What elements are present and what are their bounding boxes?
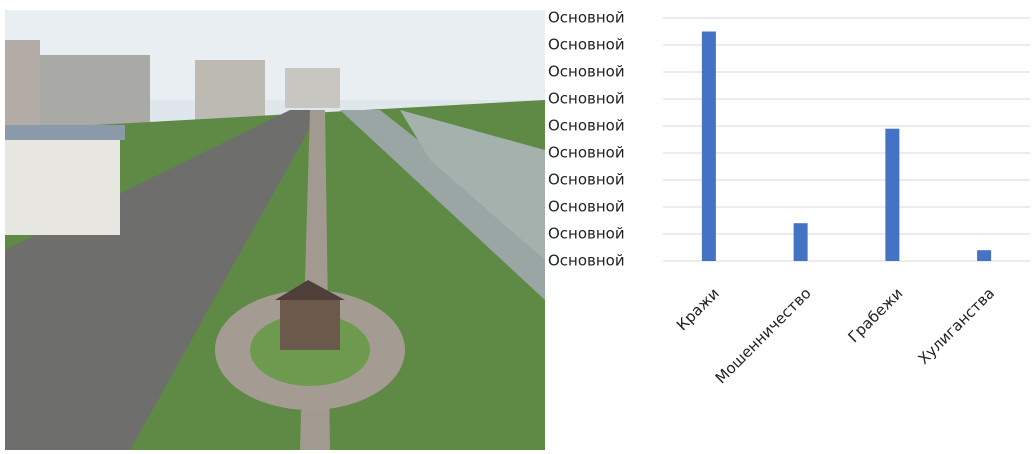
bar [977,250,991,261]
x-tick-label: Грабежи [844,284,906,346]
y-tick-label: Основной [548,144,625,162]
y-tick-label: Основной [548,252,625,270]
x-tick-label: Мошенничество [712,284,815,387]
y-tick-label: Основной [548,36,625,54]
y-tick-label: Основной [548,171,625,189]
y-tick-label: Основной [548,63,625,81]
page: Основной Основной Основной Основной Основной… [0,0,1035,454]
y-tick-label: Основной [548,117,625,135]
y-tick-label: Основной [548,198,625,216]
x-tick-label: Кражи [673,284,723,334]
x-tick-label: Хулиганства [914,284,998,368]
y-tick-label: Основной [548,225,625,243]
bar [885,129,899,261]
bar [794,223,808,261]
bar [702,32,716,262]
y-tick-label: Основной [548,90,625,108]
y-tick-label: Основной [548,9,625,27]
photo [5,10,545,450]
